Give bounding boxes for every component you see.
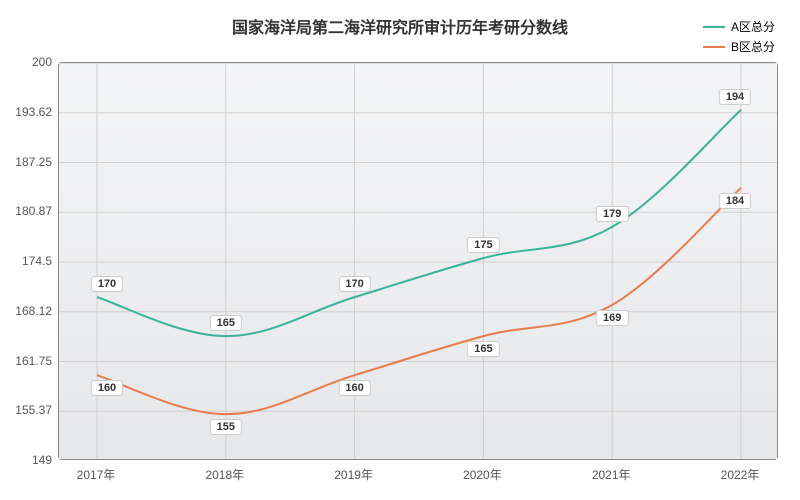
series-line-1 bbox=[97, 188, 741, 414]
legend-label-a: A区总分 bbox=[731, 18, 775, 35]
series-line-0 bbox=[97, 110, 741, 336]
x-tick-label: 2019年 bbox=[334, 466, 373, 483]
data-label: 155 bbox=[210, 419, 242, 435]
y-tick-label: 161.75 bbox=[15, 354, 52, 368]
data-label: 165 bbox=[467, 341, 499, 357]
y-tick-label: 200 bbox=[32, 55, 52, 69]
data-label: 194 bbox=[719, 89, 751, 105]
data-label: 170 bbox=[338, 276, 370, 292]
legend-item-b: B区总分 bbox=[703, 38, 775, 55]
data-label: 179 bbox=[596, 206, 628, 222]
x-tick-label: 2018年 bbox=[205, 466, 244, 483]
plot-area: 170 165 170 175 179 194 160 155 160 165 169 184 bbox=[58, 62, 778, 460]
y-tick-label: 180.87 bbox=[15, 204, 52, 218]
y-tick-label: 193.62 bbox=[15, 105, 52, 119]
legend: A区总分 B区总分 bbox=[703, 18, 775, 58]
legend-label-b: B区总分 bbox=[731, 38, 775, 55]
x-tick-label: 2022年 bbox=[721, 466, 760, 483]
line-series-layer bbox=[59, 63, 779, 461]
data-label: 160 bbox=[91, 380, 123, 396]
x-tick-label: 2020年 bbox=[463, 466, 502, 483]
y-tick-label: 149 bbox=[32, 453, 52, 467]
y-tick-label: 155.37 bbox=[15, 403, 52, 417]
legend-swatch-a bbox=[703, 26, 725, 28]
legend-item-a: A区总分 bbox=[703, 18, 775, 35]
data-label: 175 bbox=[467, 237, 499, 253]
chart-container: 国家海洋局第二海洋研究所审计历年考研分数线 A区总分 B区总分 17016517… bbox=[0, 0, 800, 500]
legend-swatch-b bbox=[703, 46, 725, 48]
data-label: 160 bbox=[338, 380, 370, 396]
x-tick-label: 2021年 bbox=[592, 466, 631, 483]
data-label: 165 bbox=[210, 315, 242, 331]
data-label: 169 bbox=[596, 310, 628, 326]
y-tick-label: 174.5 bbox=[22, 254, 52, 268]
data-label: 170 bbox=[91, 276, 123, 292]
y-tick-label: 187.25 bbox=[15, 155, 52, 169]
y-tick-label: 168.12 bbox=[15, 304, 52, 318]
data-label: 184 bbox=[719, 193, 751, 209]
chart-title: 国家海洋局第二海洋研究所审计历年考研分数线 bbox=[0, 14, 800, 38]
x-tick-label: 2017年 bbox=[77, 466, 116, 483]
